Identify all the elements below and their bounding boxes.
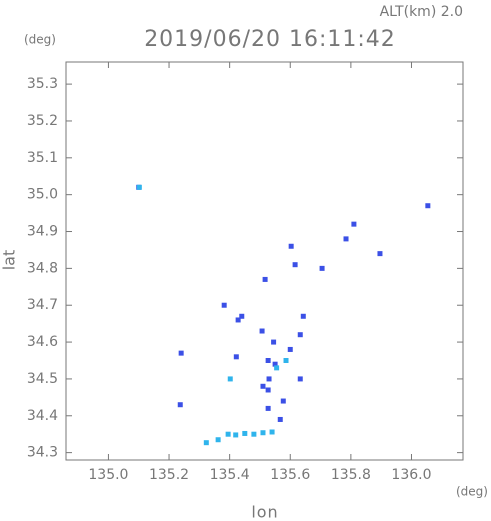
echo-point [274, 365, 280, 371]
echo-point [265, 358, 271, 363]
echo-point [292, 262, 298, 268]
x-axis-label: lon [251, 503, 278, 521]
x-tick-label: 135.4 [210, 467, 250, 483]
echo-point [221, 302, 227, 308]
echo-point [425, 203, 431, 209]
echo-point [260, 430, 266, 436]
echo-point [287, 346, 293, 352]
x-tick-label: 135.0 [88, 467, 128, 483]
echo-point [277, 416, 283, 422]
echo-point [300, 313, 306, 319]
y-tick-label: 34.6 [27, 334, 58, 350]
echo-point [319, 265, 325, 271]
echo-point [242, 430, 248, 436]
x-tick-label: 135.2 [149, 467, 189, 483]
echo-point [351, 221, 357, 227]
y-tick-label: 35.2 [27, 113, 58, 129]
y-tick-label: 34.5 [27, 371, 58, 387]
echo-point [377, 251, 383, 257]
x-tick-label: 135.8 [331, 467, 371, 483]
echo-point [251, 431, 257, 437]
chart-title: 2019/06/20 16:11:42 [144, 27, 396, 52]
y-unit: (deg) [24, 33, 56, 47]
echo-point [265, 405, 271, 411]
echo-point [136, 184, 142, 190]
x-tick-label: 135.6 [270, 467, 310, 483]
x-unit: (deg) [456, 485, 488, 499]
echo-point [343, 236, 349, 242]
echo-point [265, 387, 271, 393]
echo-point [271, 339, 277, 345]
echo-point [260, 383, 266, 389]
echo-point [239, 313, 245, 319]
echo-point [225, 431, 231, 437]
echo-point [259, 328, 265, 334]
echo-point [288, 243, 294, 249]
echo-point [269, 429, 275, 435]
echo-point [177, 402, 183, 408]
x-tick-label: 136.0 [391, 467, 431, 483]
y-axis-label: lat [0, 250, 19, 271]
subtitle: ALT(km) 2.0 [380, 4, 463, 20]
echo-point [280, 398, 286, 404]
y-tick-label: 34.7 [27, 297, 58, 313]
y-tick-label: 35.0 [27, 187, 58, 203]
echo-point [227, 376, 233, 382]
echo-point [266, 376, 272, 382]
echo-point [272, 361, 278, 367]
echo-point [297, 332, 303, 338]
echo-point [262, 276, 268, 282]
echo-point [297, 376, 303, 382]
plot-frame [65, 61, 464, 461]
y-tick-label: 34.8 [27, 260, 58, 276]
echo-point [233, 354, 239, 360]
y-tick-label: 34.4 [27, 408, 58, 424]
y-tick-label: 35.1 [27, 150, 58, 166]
echo-point [215, 437, 221, 443]
echo-point [283, 358, 289, 363]
y-tick-label: 35.3 [27, 76, 58, 92]
echo-point [233, 432, 239, 438]
echo-point [235, 317, 241, 323]
y-tick-label: 34.9 [27, 224, 58, 240]
echo-point [203, 440, 209, 446]
echo-point [178, 350, 184, 356]
y-tick-label: 34.3 [27, 445, 58, 461]
